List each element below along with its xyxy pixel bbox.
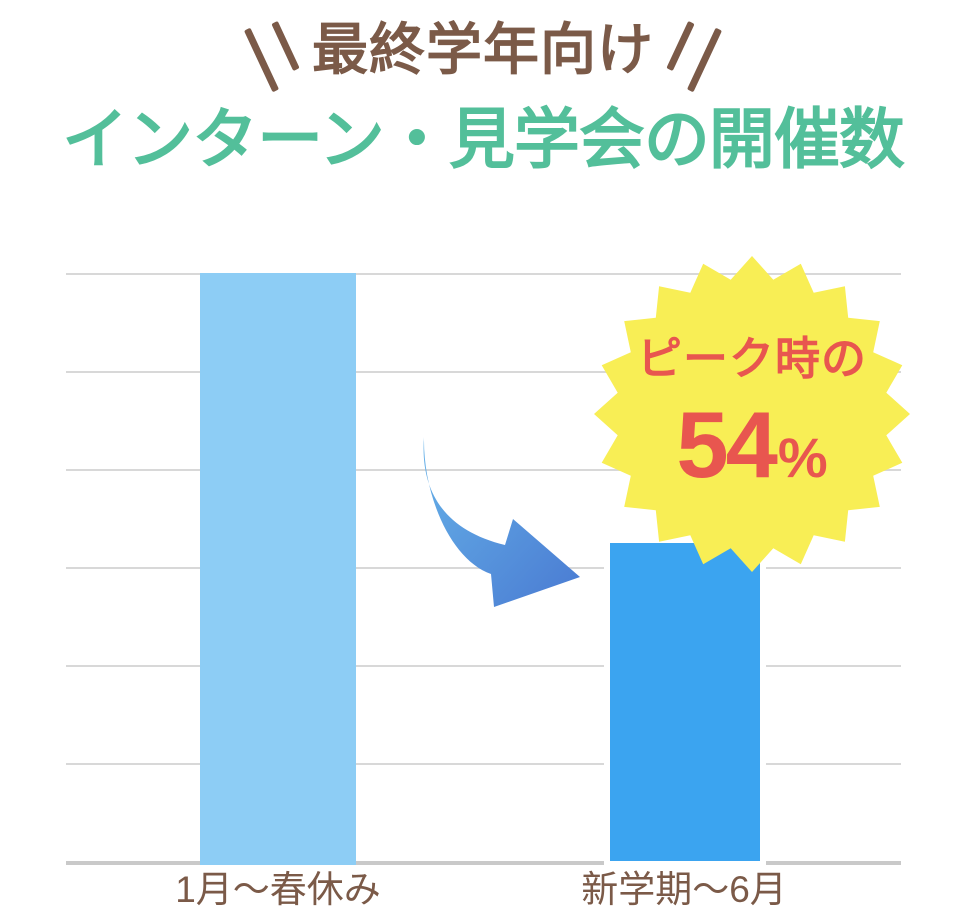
badge-percentage-value: 54: [676, 392, 778, 497]
gridline: [66, 763, 901, 765]
emphasis-slashes-right-icon: [662, 16, 723, 100]
bar-2: [603, 537, 766, 867]
starburst-badge-icon: [594, 256, 910, 572]
starburst-shape: [594, 256, 910, 572]
x-axis-line: [66, 861, 901, 865]
gridline: [66, 469, 901, 471]
left-inner-slash: [271, 20, 300, 72]
emphasis-slashes-left-icon: [243, 16, 304, 100]
decrease-arrow-icon: [423, 437, 580, 607]
left-outer-slash: [243, 27, 280, 93]
badge-caption: ピーク時の: [636, 333, 867, 384]
axis-label-new-term: 新学期〜6月: [581, 869, 787, 910]
gridline: [66, 665, 901, 667]
bar-1: [200, 273, 356, 865]
axis-label-peak-period: 1月〜春休み: [175, 869, 381, 910]
badge-value-row: 54 %: [594, 398, 910, 492]
decrease-arrow-path: [423, 437, 580, 607]
gridline: [66, 371, 901, 373]
eyebrow-text: 最終学年向け: [312, 18, 654, 81]
gridline: [66, 273, 901, 275]
badge-percent-sign: %: [777, 426, 828, 489]
chart-title: インターン・見学会の開催数: [62, 102, 905, 176]
right-inner-slash: [666, 20, 695, 72]
eyebrow-badge: 最終学年向け: [0, 16, 966, 100]
right-outer-slash: [686, 27, 723, 93]
